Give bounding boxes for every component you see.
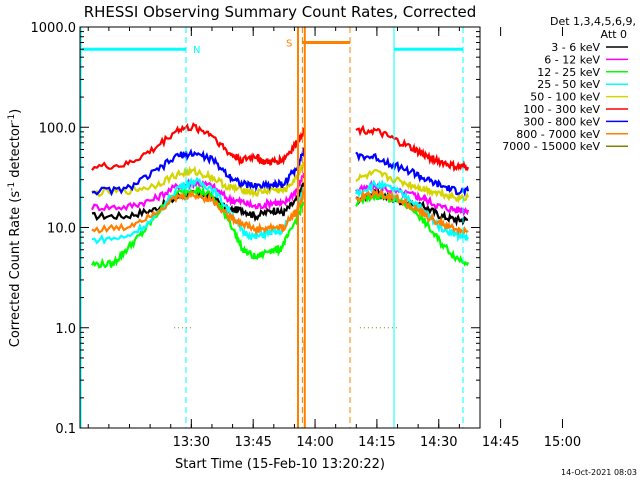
x-tick-label-6: 15:00 — [544, 435, 581, 450]
series-line-3-segment-0 — [91, 176, 306, 245]
legend-label-8: 7000 - 15000 keV — [502, 140, 600, 153]
y-axis-label-text: Corrected Count Rate (s — [8, 191, 23, 348]
series-line-6-segment-1 — [355, 151, 470, 198]
series-line-5-segment-1 — [355, 124, 470, 173]
legend-label-1: 6 - 12 keV — [544, 53, 600, 66]
legend-header-line-2: Att 0 — [601, 28, 627, 41]
legend-label-2: 12 - 25 keV — [537, 66, 600, 79]
series-line-4-segment-0 — [91, 161, 306, 199]
y-axis-label-close: ) — [8, 109, 23, 114]
saa-label: S — [286, 39, 292, 50]
series-line-6-segment-0 — [91, 147, 306, 197]
night-label: N — [193, 45, 200, 56]
x-axis-label: Start Time (15-Feb-10 13:20:22) — [175, 457, 385, 472]
y-axis-label-superscript: -1 — [7, 182, 17, 191]
series-line-3-segment-1 — [355, 178, 469, 243]
y-axis-label: Corrected Count Rate (s-1 detector-1) — [7, 109, 23, 347]
chart-overlay-layer: NS — [80, 27, 464, 428]
chart-title: RHESSI Observing Summary Count Rates, Co… — [84, 3, 477, 21]
legend-label-5: 100 - 300 keV — [523, 103, 600, 116]
series-line-7-segment-0 — [91, 189, 306, 237]
legend-label-3: 25 - 50 keV — [537, 78, 600, 91]
series-line-1-segment-0 — [91, 172, 306, 212]
series-line-0-segment-1 — [355, 187, 469, 227]
chart-data-layer — [91, 122, 470, 350]
legend-label-0: 3 - 6 keV — [551, 41, 600, 54]
x-tick-label-2: 14:00 — [296, 435, 333, 450]
series-line-2-segment-0 — [91, 184, 305, 269]
legend-label-4: 50 - 100 keV — [530, 91, 600, 104]
legend-label-6: 300 - 800 keV — [523, 115, 600, 128]
y-tick-label-3: 100.0 — [39, 121, 76, 136]
y-axis-label-tail: detector — [8, 122, 23, 182]
series-line-4-segment-1 — [355, 168, 470, 204]
series-line-2-segment-1 — [355, 190, 470, 267]
x-tick-label-3: 14:15 — [358, 435, 395, 450]
series-line-7-segment-1 — [355, 188, 469, 236]
y-tick-label-4: 1000.0 — [31, 21, 77, 36]
y-tick-label-1: 1.0 — [55, 322, 76, 337]
x-tick-label-4: 14:30 — [420, 435, 457, 450]
legend-header-line-1: Det 1,3,4,5,6,9, — [550, 15, 636, 28]
footer-timestamp: 14-Oct-2021 08:03 — [561, 468, 637, 477]
x-tick-label-5: 14:45 — [482, 435, 519, 450]
x-tick-label-0: 13:30 — [173, 435, 210, 450]
y-tick-label-2: 10.0 — [47, 222, 76, 237]
x-tick-label-1: 13:45 — [234, 435, 271, 450]
y-tick-label-0: 0.1 — [55, 422, 76, 437]
y-axis-label-superscript-2: -1 — [7, 114, 17, 123]
chart-axes: 0.1 1.0 10.0 100.0 1000.0 13:30 13:45 14:00 14:1… — [31, 21, 582, 450]
legend-label-7: 800 - 7000 keV — [516, 128, 600, 141]
series-line-5-segment-0 — [91, 122, 306, 171]
